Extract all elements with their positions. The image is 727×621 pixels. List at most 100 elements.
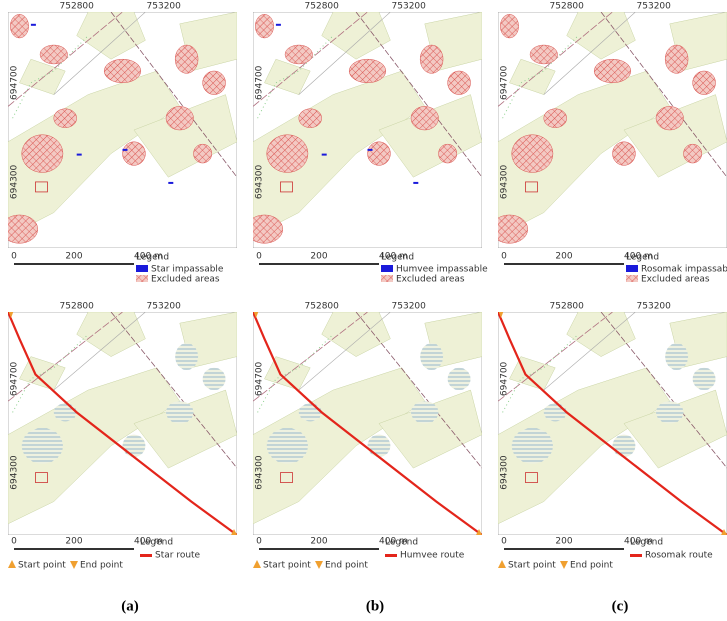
- excluded-area: [683, 144, 701, 163]
- x-tick-label: 752800: [60, 302, 95, 312]
- excluded-area: [448, 71, 471, 95]
- x-tick-label: 753200: [147, 302, 182, 312]
- y-tick-label: 694300: [10, 164, 20, 199]
- legend-label: Excluded areas: [396, 275, 465, 285]
- map-layers: [491, 12, 727, 248]
- legend-title: Legend: [630, 538, 663, 548]
- scale-label: 0: [11, 537, 17, 547]
- panel-caption: (b): [366, 598, 384, 614]
- x-tick-label: 752800: [305, 302, 340, 312]
- water-area: [420, 343, 443, 370]
- excluded-area: [594, 59, 631, 83]
- map-panel: 7528007532006947006943000200400 mLegendS…: [8, 302, 237, 571]
- legend-label: Star impassable: [151, 265, 224, 275]
- water-area: [656, 401, 683, 423]
- scale-label: 0: [501, 252, 507, 262]
- figure: 7528007532006947006943000200400 mLegendS…: [0, 0, 727, 621]
- x-tick-label: 752800: [60, 2, 95, 12]
- legend-swatch: [381, 265, 393, 272]
- scale-label: 200: [65, 537, 82, 547]
- map-layers: [1, 12, 237, 248]
- legend-swatch: [381, 275, 393, 282]
- map-panel: 7528007532006947006943000200400 mLegendS…: [253, 302, 482, 571]
- legend-title: Legend: [626, 253, 659, 263]
- excluded-area: [10, 14, 28, 38]
- excluded-area: [613, 142, 636, 166]
- impassable-area: [31, 24, 36, 26]
- legend-swatch: [385, 554, 397, 557]
- scale-bar: [259, 548, 379, 550]
- water-area: [512, 428, 553, 464]
- y-tick-label: 694700: [255, 65, 265, 100]
- map-figure: 7528007532006947006943000200400 mLegendS…: [0, 0, 727, 621]
- legend-label: Rosomak impassable: [641, 265, 727, 275]
- legend-swatch: [140, 554, 152, 557]
- excluded-area: [299, 109, 322, 128]
- excluded-area: [267, 135, 308, 173]
- water-area: [54, 403, 77, 421]
- x-tick-label: 752800: [305, 2, 340, 12]
- scale-bar: [14, 263, 134, 265]
- impassable-area: [322, 154, 327, 156]
- legend-label: Excluded areas: [151, 275, 220, 285]
- scale-bar: [259, 263, 379, 265]
- legend-label: Star route: [155, 551, 201, 561]
- excluded-area: [420, 45, 443, 73]
- excluded-area: [411, 106, 438, 130]
- water-area: [544, 403, 567, 421]
- excluded-area: [285, 45, 312, 64]
- y-tick-label: 694700: [500, 361, 510, 396]
- scale-label: 200: [310, 537, 327, 547]
- excluded-area: [175, 45, 198, 73]
- water-area: [411, 401, 438, 423]
- water-area: [123, 435, 146, 457]
- legend-swatch: [70, 561, 78, 569]
- excluded-area: [491, 215, 528, 243]
- legend-label: Humvee impassable: [396, 265, 488, 275]
- legend-swatch: [8, 560, 16, 568]
- water-area: [267, 428, 308, 464]
- water-area: [166, 401, 193, 423]
- excluded-area: [203, 71, 226, 95]
- legend-title: Legend: [136, 253, 169, 263]
- legend-label: End point: [570, 561, 613, 571]
- map-layers: [498, 310, 727, 535]
- y-tick-label: 694300: [255, 455, 265, 490]
- excluded-area: [349, 59, 386, 83]
- water-area: [22, 428, 63, 464]
- map-layers: [253, 310, 482, 535]
- y-tick-label: 694300: [255, 164, 265, 199]
- excluded-area: [246, 215, 283, 243]
- map-layers: [8, 310, 237, 535]
- excluded-area: [665, 45, 688, 73]
- legend-label: Humvee route: [400, 551, 465, 561]
- impassable-area: [276, 24, 281, 26]
- y-tick-label: 694300: [10, 455, 20, 490]
- scale-label: 200: [310, 252, 327, 262]
- excluded-area: [368, 142, 391, 166]
- legend-swatch: [630, 554, 642, 557]
- panel-caption: (c): [612, 598, 629, 614]
- scale-bar: [504, 263, 624, 265]
- y-tick-label: 694700: [10, 65, 20, 100]
- legend-label: Rosomak route: [645, 551, 713, 561]
- excluded-area: [40, 45, 67, 64]
- water-area: [613, 435, 636, 457]
- excluded-area: [193, 144, 211, 163]
- impassable-area: [368, 149, 373, 151]
- excluded-area: [166, 106, 193, 130]
- excluded-area: [54, 109, 77, 128]
- scale-label: 200: [555, 252, 572, 262]
- legend-swatch: [626, 265, 638, 272]
- excluded-area: [123, 142, 146, 166]
- y-tick-label: 694700: [500, 65, 510, 100]
- excluded-area: [255, 14, 273, 38]
- legend-label: Excluded areas: [641, 275, 710, 285]
- x-tick-label: 752800: [550, 302, 585, 312]
- legend-swatch: [498, 560, 506, 568]
- excluded-area: [530, 45, 557, 64]
